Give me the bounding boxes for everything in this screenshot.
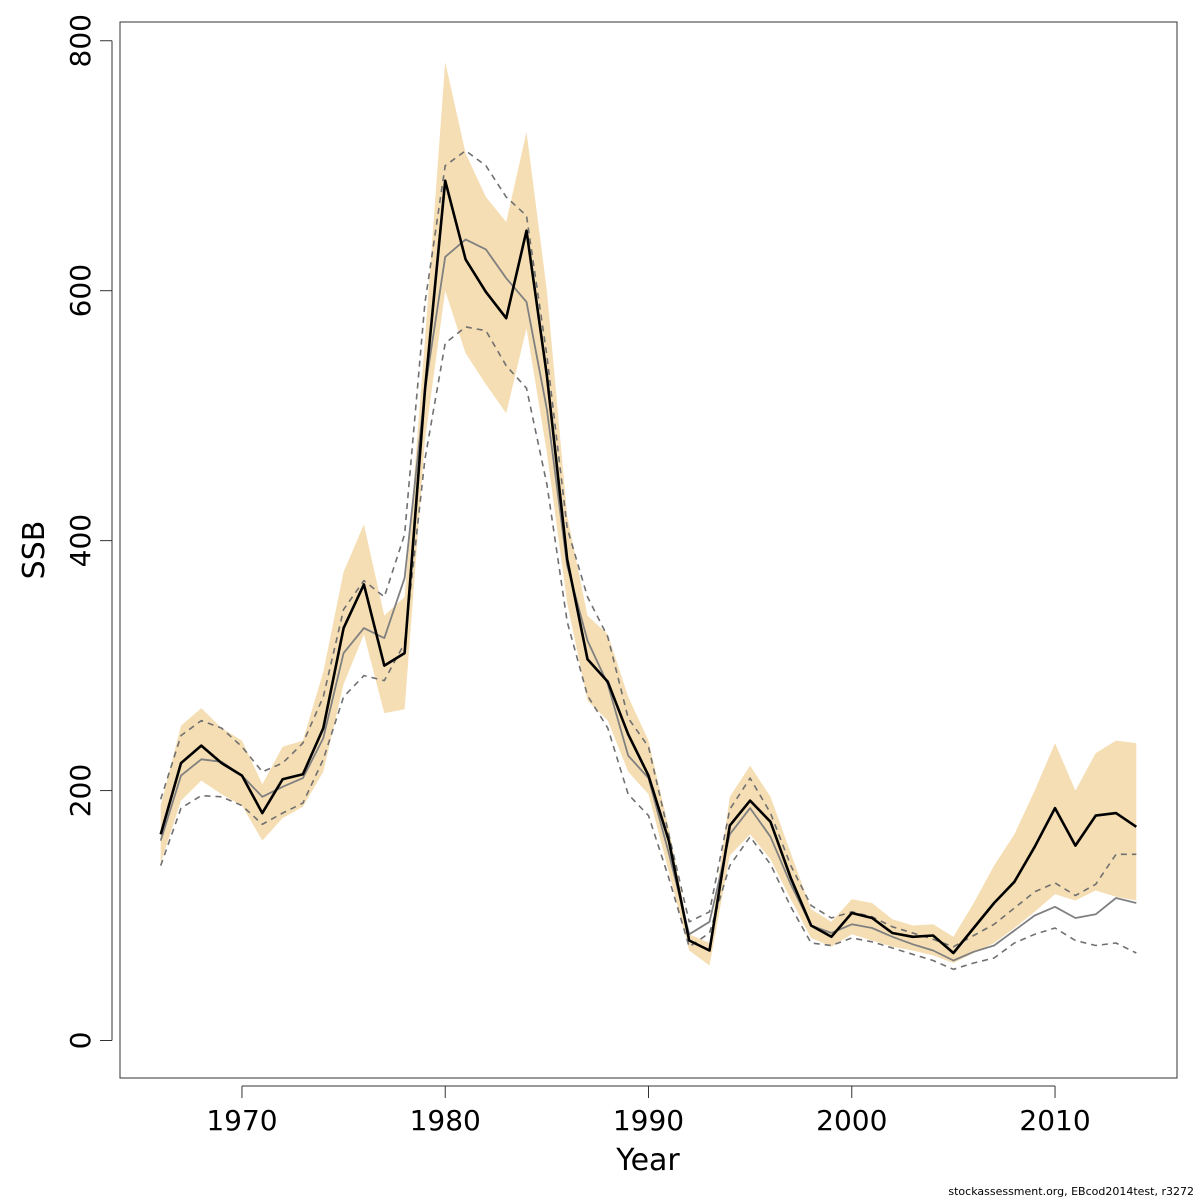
y-tick-label: 400 — [64, 514, 97, 567]
confidence-band-layer — [160, 62, 1137, 966]
x-tick-label: 2010 — [1019, 1104, 1090, 1137]
x-tick-label: 1970 — [206, 1104, 277, 1137]
x-axis-title: Year — [615, 1143, 680, 1178]
y-tick-label: 800 — [64, 14, 97, 67]
x-tick-label: 1980 — [410, 1104, 481, 1137]
footer-credit: stockassessment.org, EBcod2014test, r327… — [948, 1185, 1194, 1198]
confidence-band — [160, 62, 1137, 966]
y-tick-label: 600 — [64, 264, 97, 317]
plot-frame — [119, 21, 1178, 1079]
y-tick-label: 200 — [64, 764, 97, 817]
y-tick-label: 0 — [64, 1032, 97, 1050]
x-axis: 1970 1980 1990 2000 2010 — [206, 1085, 1091, 1137]
x-tick-label: 1990 — [613, 1104, 684, 1137]
y-axis: 0 200 400 600 800 — [64, 14, 113, 1050]
series-layer — [159, 149, 1138, 971]
comparison-upper-line — [159, 149, 1137, 948]
comparison-lower-line — [159, 326, 1137, 971]
x-tick-label: 2000 — [816, 1104, 887, 1137]
y-axis-title: SSB — [17, 521, 52, 580]
estimate-line — [159, 179, 1138, 955]
comparison-line — [159, 238, 1137, 962]
